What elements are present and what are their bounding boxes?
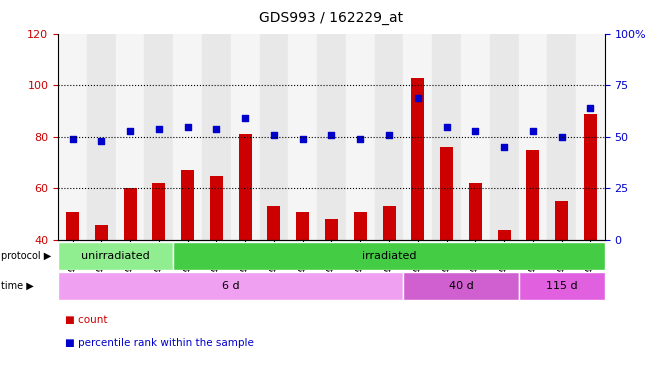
Text: protocol ▶: protocol ▶: [1, 251, 52, 261]
Bar: [354, 211, 367, 240]
Bar: [518, 34, 547, 240]
Bar: [411, 78, 424, 240]
Bar: [432, 34, 461, 240]
Bar: [66, 211, 79, 240]
Bar: [346, 34, 375, 240]
Bar: [490, 34, 518, 240]
Bar: [547, 34, 576, 240]
Bar: [526, 150, 539, 240]
Point: [527, 128, 538, 134]
Point: [182, 124, 193, 130]
Bar: [181, 170, 194, 240]
Text: unirradiated: unirradiated: [81, 251, 150, 261]
Bar: [403, 34, 432, 240]
Point: [585, 105, 596, 111]
Bar: [239, 134, 252, 240]
Point: [211, 126, 221, 132]
Text: ■ count: ■ count: [65, 315, 107, 325]
Point: [355, 136, 366, 142]
Text: irradiated: irradiated: [362, 251, 416, 261]
Bar: [268, 207, 280, 240]
Bar: [440, 147, 453, 240]
Bar: [145, 34, 173, 240]
Bar: [124, 188, 137, 240]
Text: time ▶: time ▶: [1, 281, 34, 291]
Bar: [58, 272, 403, 300]
Bar: [461, 34, 490, 240]
Text: ■ percentile rank within the sample: ■ percentile rank within the sample: [65, 338, 254, 348]
Bar: [325, 219, 338, 240]
Bar: [555, 201, 568, 240]
Point: [268, 132, 279, 138]
Bar: [58, 242, 173, 270]
Bar: [518, 272, 605, 300]
Point: [384, 132, 395, 138]
Point: [125, 128, 136, 134]
Text: GDS993 / 162229_at: GDS993 / 162229_at: [259, 11, 404, 25]
Point: [96, 138, 106, 144]
Bar: [498, 230, 510, 240]
Bar: [173, 242, 605, 270]
Bar: [58, 34, 87, 240]
Bar: [375, 34, 403, 240]
Bar: [260, 34, 288, 240]
Bar: [95, 225, 108, 240]
Point: [240, 116, 251, 122]
Point: [67, 136, 78, 142]
Bar: [210, 176, 223, 240]
Point: [499, 144, 510, 150]
Bar: [469, 183, 482, 240]
Bar: [202, 34, 231, 240]
Text: 115 d: 115 d: [546, 281, 578, 291]
Point: [442, 124, 452, 130]
Bar: [288, 34, 317, 240]
Bar: [116, 34, 145, 240]
Bar: [317, 34, 346, 240]
Bar: [403, 272, 518, 300]
Point: [326, 132, 336, 138]
Bar: [383, 207, 395, 240]
Text: 40 d: 40 d: [449, 281, 473, 291]
Point: [470, 128, 481, 134]
Point: [297, 136, 308, 142]
Bar: [87, 34, 116, 240]
Text: 6 d: 6 d: [222, 281, 239, 291]
Point: [557, 134, 567, 140]
Bar: [173, 34, 202, 240]
Bar: [231, 34, 260, 240]
Bar: [584, 114, 597, 240]
Point: [412, 95, 423, 101]
Bar: [153, 183, 165, 240]
Bar: [576, 34, 605, 240]
Bar: [296, 211, 309, 240]
Point: [153, 126, 164, 132]
